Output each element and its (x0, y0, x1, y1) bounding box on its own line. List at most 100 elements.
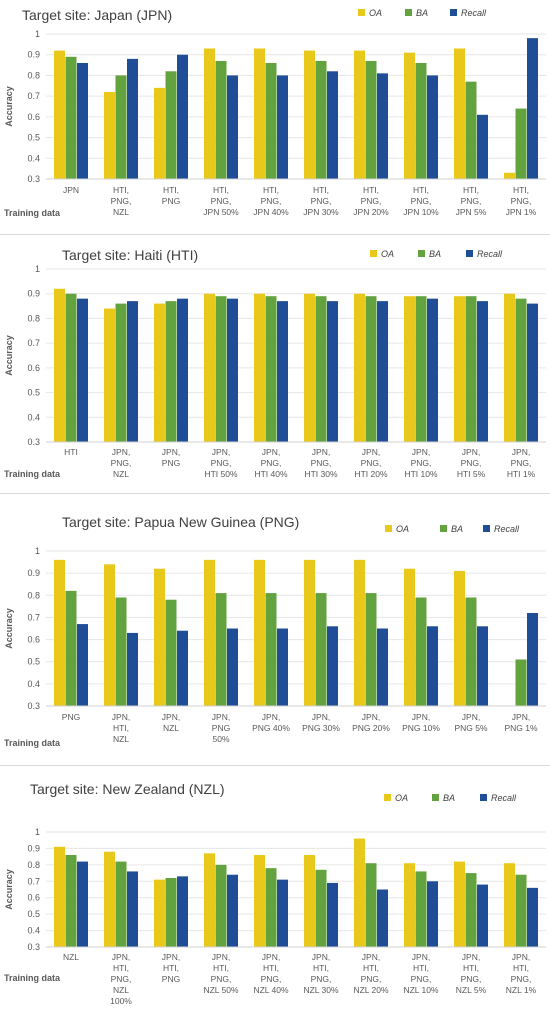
x-tick-label: HTI, PNG, JPN 30% (303, 185, 339, 217)
bar-recall (77, 624, 88, 706)
y-axis-label: Accuracy (4, 608, 14, 649)
bar-oa (454, 296, 465, 442)
bar-oa (54, 288, 65, 442)
bar-recall (427, 881, 438, 947)
bar-ba (515, 874, 527, 947)
bar-oa (354, 838, 365, 947)
bar-recall (227, 628, 238, 706)
bar-oa (204, 293, 215, 442)
x-tick-label: PNG (62, 712, 80, 722)
y-tick-label: 0.4 (27, 679, 40, 689)
legend-label-recall: Recall (494, 524, 520, 534)
x-axis-label: Training data (4, 738, 61, 748)
bar-oa (504, 172, 515, 179)
bar-ba (365, 296, 377, 442)
chart-title: Target site: Haiti (HTI) (62, 247, 198, 263)
x-tick-label: HTI (64, 447, 78, 457)
y-tick-label: 0.8 (27, 860, 40, 870)
bar-recall (227, 874, 238, 947)
bar-recall (477, 301, 488, 442)
bar-oa (304, 293, 315, 442)
bar-oa (304, 559, 315, 706)
bar-ba (215, 296, 227, 442)
y-tick-label: 0.9 (27, 289, 40, 299)
bar-ba (65, 293, 77, 442)
chart-haiti: Target site: Haiti (HTI) OA BA Recall 0.3 0.4… (0, 238, 550, 490)
chart-japan: Target site: Japan (JPN) OA BA Recall 0.3 0.4… (0, 0, 550, 232)
bar-ba (415, 296, 427, 442)
chart-nzl-svg: Target site: New Zealand (NZL) OA BA Recall… (4, 781, 546, 1006)
bar-oa (454, 861, 465, 947)
bar-ba (65, 56, 77, 179)
legend-label-ba: BA (416, 8, 428, 18)
legend-swatch-oa (370, 250, 377, 257)
bar-ba (65, 855, 77, 947)
bar-ba (315, 869, 327, 947)
legend-label-oa: OA (396, 524, 409, 534)
x-tick-label: HTI, PNG, JPN 50% (203, 185, 239, 217)
bar-recall (77, 298, 88, 442)
bar-recall (427, 298, 438, 442)
bar-ba (465, 597, 477, 706)
x-tick-label: JPN, PNG, HTI 40% (254, 447, 288, 479)
bar-recall (377, 301, 388, 442)
y-tick-label: 0.9 (27, 50, 40, 60)
bar-oa (104, 92, 115, 179)
y-tick-label: 0.7 (27, 876, 40, 886)
bar-ba (115, 75, 127, 179)
y-tick-label: 0.7 (27, 338, 40, 348)
x-tick-label: HTI, PNG, NZL (111, 185, 132, 217)
x-tick-label: JPN, HTI, PNG, NZL 100% (110, 952, 132, 1006)
x-tick-label: JPN, PNG 1% (504, 712, 538, 733)
bar-oa (354, 293, 365, 442)
bar-oa (454, 48, 465, 179)
legend-swatch-oa (358, 9, 365, 16)
y-tick-label: 1 (35, 264, 40, 274)
y-tick-label: 0.4 (27, 412, 40, 422)
bar-recall (277, 75, 288, 179)
bar-oa (104, 308, 115, 442)
bar-oa (404, 863, 415, 947)
x-tick-label: JPN, HTI, PNG, NZL 10% (403, 952, 439, 995)
legend-label-recall: Recall (477, 249, 503, 259)
x-tick-label: JPN, PNG (162, 447, 180, 468)
bar-recall (527, 613, 538, 706)
panel-divider (0, 234, 550, 235)
bar-ba (515, 108, 527, 179)
x-tick-label: HTI, PNG, JPN 40% (253, 185, 289, 217)
x-tick-label: JPN, HTI, PNG, NZL 1% (506, 952, 537, 995)
bar-ba (315, 593, 327, 706)
legend-swatch-recall (483, 525, 490, 532)
legend-label-oa: OA (369, 8, 382, 18)
x-tick-label: JPN (63, 185, 79, 195)
legend-swatch-recall (466, 250, 473, 257)
y-tick-label: 0.5 (27, 909, 40, 919)
x-tick-label: HTI, PNG, JPN 5% (456, 185, 487, 217)
bar-oa (54, 846, 65, 947)
bar-ba (215, 593, 227, 706)
x-tick-label: JPN, HTI, PNG, NZL 30% (303, 952, 339, 995)
legend-swatch-oa (385, 525, 392, 532)
bar-oa (204, 559, 215, 706)
y-tick-label: 0.9 (27, 568, 40, 578)
legend-swatch-ba (405, 9, 412, 16)
bar-recall (177, 630, 188, 706)
bar-ba (465, 81, 477, 179)
bar-oa (304, 50, 315, 180)
y-tick-label: 0.3 (27, 437, 40, 447)
x-tick-label: HTI, PNG, JPN 1% (506, 185, 537, 217)
bar-recall (227, 75, 238, 179)
x-axis-label: Training data (4, 208, 61, 218)
bar-ba (415, 63, 427, 179)
x-tick-label: HTI, PNG, JPN 10% (403, 185, 439, 217)
bar-recall (177, 54, 188, 179)
x-tick-label: JPN, PNG, HTI 50% (204, 447, 238, 479)
x-tick-label: JPN, PNG 50% (212, 712, 230, 744)
bar-ba (115, 861, 127, 947)
y-tick-label: 0.8 (27, 590, 40, 600)
bar-oa (304, 855, 315, 947)
legend-swatch-recall (450, 9, 457, 16)
chart-title: Target site: Japan (JPN) (22, 7, 172, 23)
bar-recall (377, 73, 388, 179)
bar-oa (354, 50, 365, 180)
